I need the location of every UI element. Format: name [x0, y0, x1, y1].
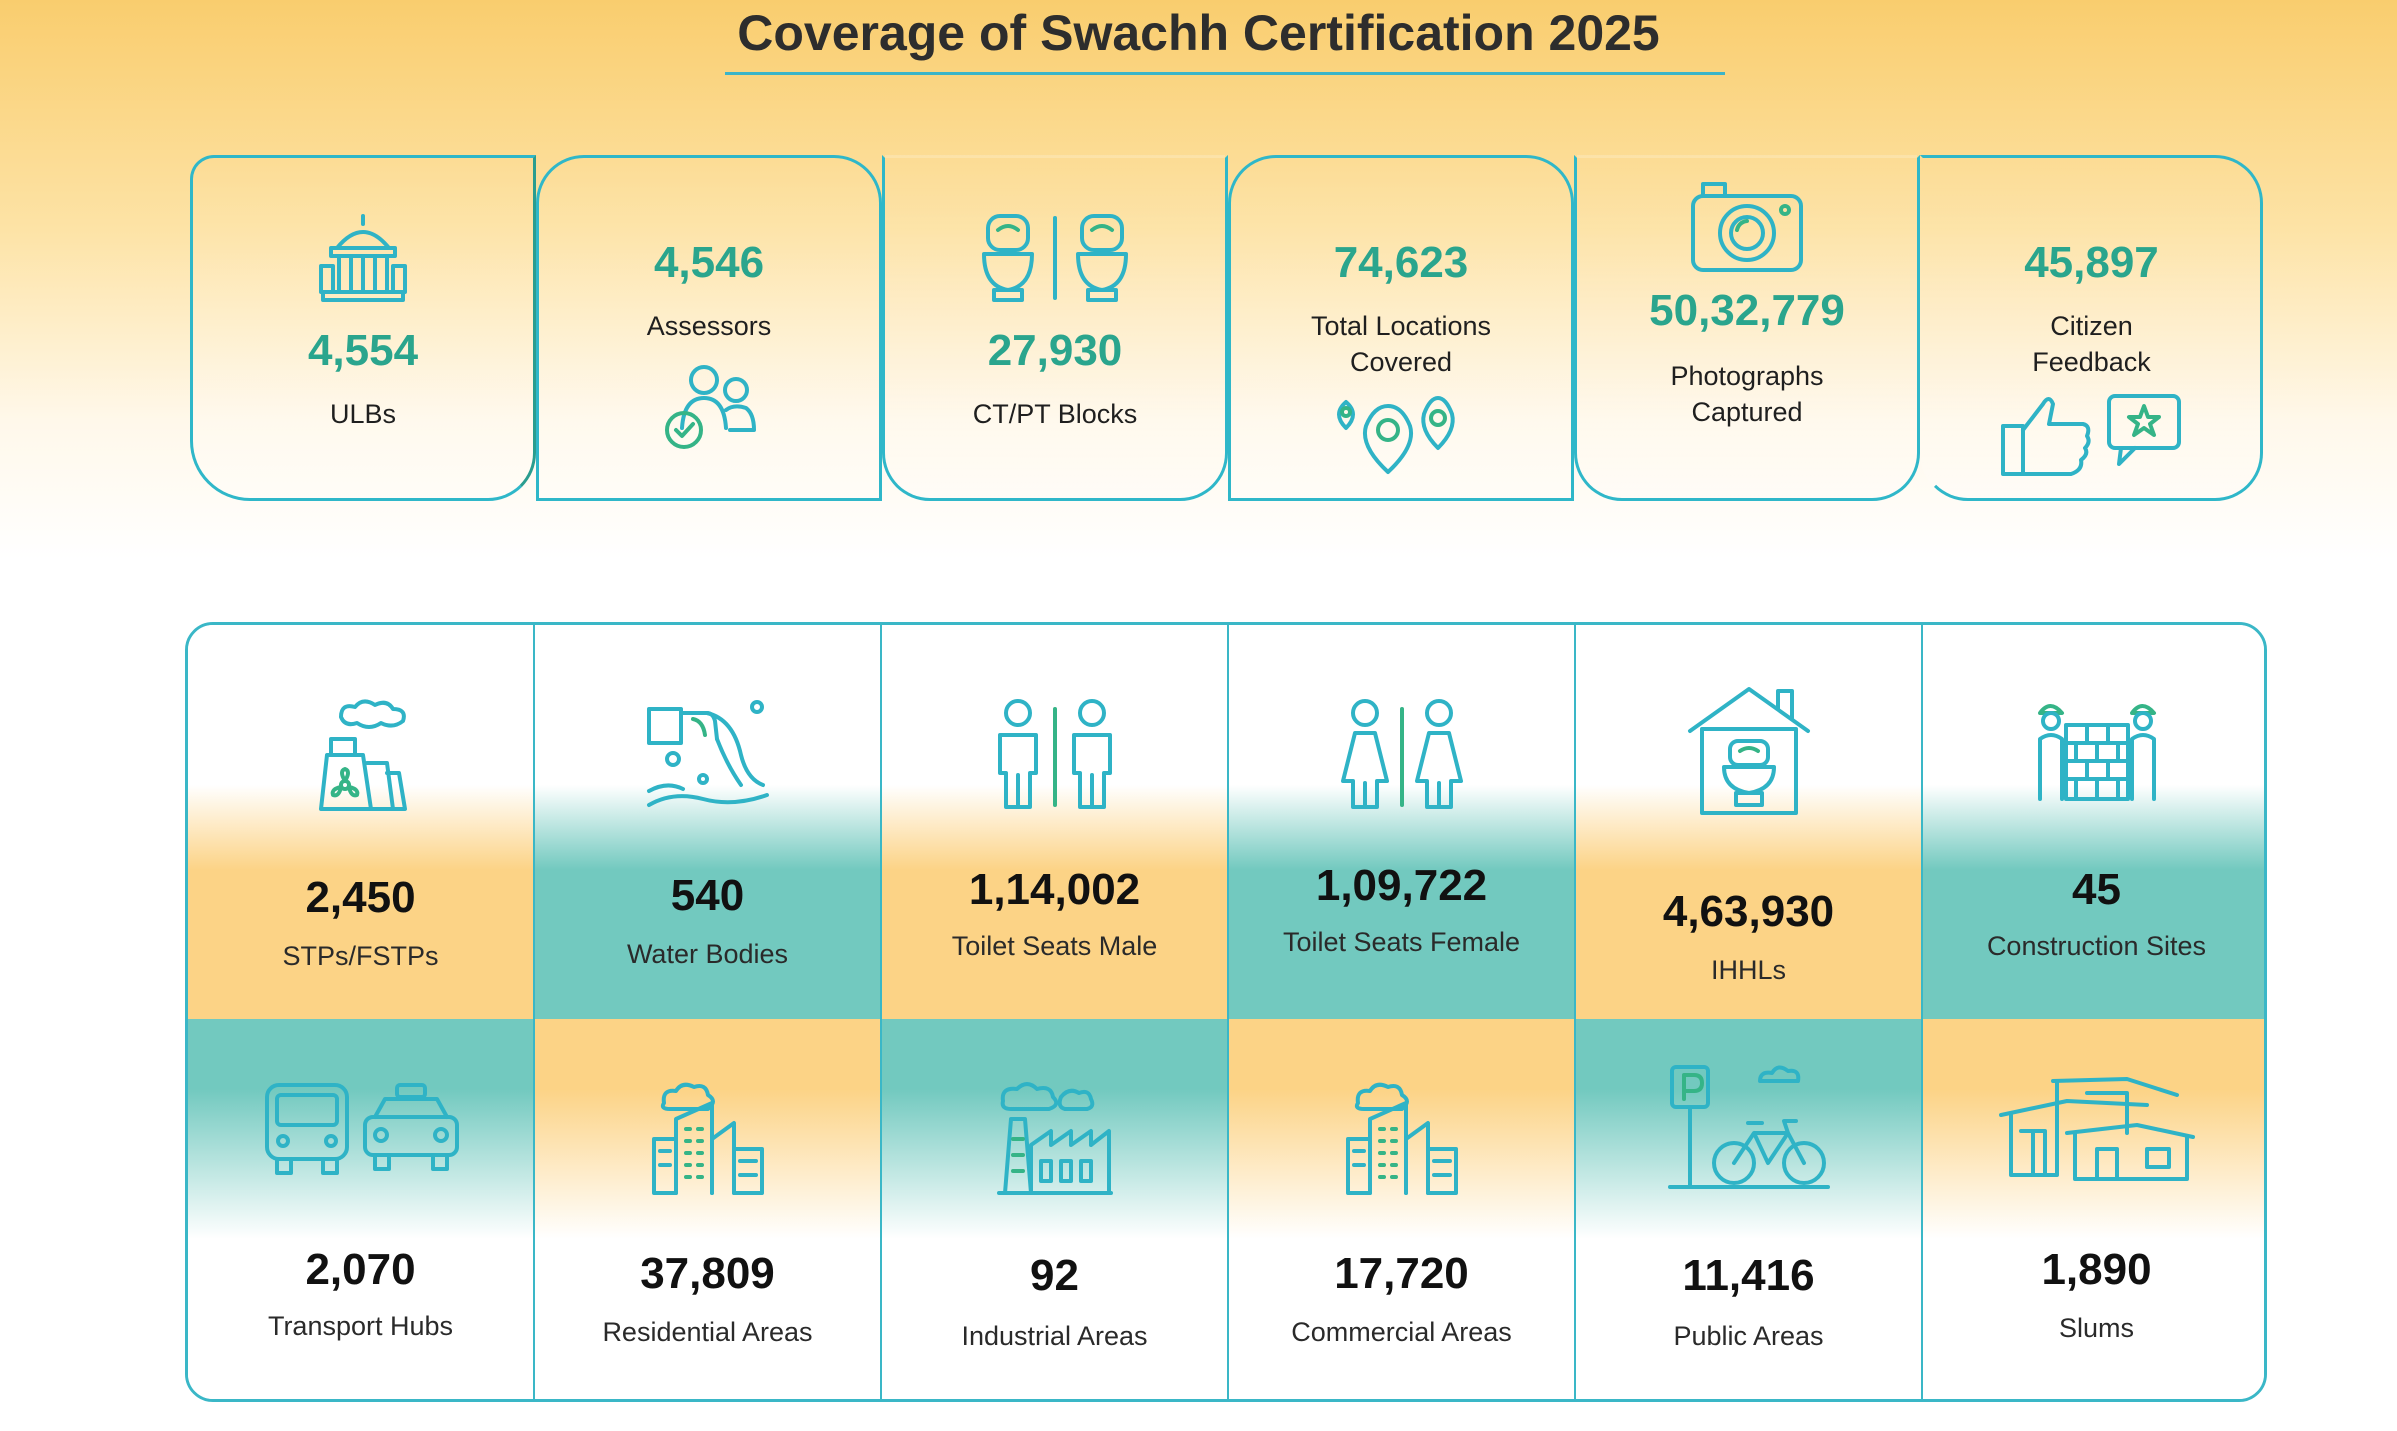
summary-card-ctpt: 27,930 CT/PT Blocks	[882, 155, 1228, 501]
female-toilet-icon	[1229, 695, 1574, 820]
grid-cell-residential: 37,809 Residential Areas	[535, 1019, 882, 1399]
grid-value: 37,809	[640, 1249, 775, 1298]
grid-cell-construction: 45 Construction Sites	[1923, 625, 2264, 1019]
grid-value: 4,63,930	[1662, 887, 1835, 936]
grid-value: 2,450	[305, 873, 416, 922]
summary-value: 74,623	[1333, 238, 1469, 287]
grid-value: 2,070	[305, 1245, 416, 1294]
grid-label: Commercial Areas	[1291, 1317, 1512, 1347]
summary-label: Citizen Feedback	[2032, 311, 2151, 377]
summary-card-locations: 74,623 Total Locations Covered	[1228, 155, 1574, 501]
summary-label: Photographs Captured	[1670, 361, 1824, 427]
grid-cell-ihhls: 4,63,930 IHHLs	[1576, 625, 1923, 1019]
grid-label: STPs/FSTPs	[282, 941, 439, 971]
summary-card-feedback: 45,897 Citizen Feedback	[1920, 155, 2263, 501]
grid-cell-stps: 2,450 STPs/FSTPs	[188, 625, 535, 1019]
summary-label: ULBs	[329, 399, 397, 429]
category-grid: 2,450 STPs/FSTPs 540 Water Bodies	[185, 622, 2267, 1402]
grid-cell-toilet-female: 1,09,722 Toilet Seats Female	[1229, 625, 1576, 1019]
grid-value: 540	[670, 871, 745, 920]
summary-value: 4,554	[307, 326, 419, 375]
grid-label: Toilet Seats Male	[951, 931, 1158, 961]
government-building-icon	[193, 208, 533, 313]
grid-label: Slums	[2058, 1313, 2134, 1343]
grid-cell-water-bodies: 540 Water Bodies	[535, 625, 882, 1019]
thumbs-up-feedback-icon	[1923, 390, 2260, 485]
location-pins-icon	[1231, 388, 1571, 483]
assessors-group-icon	[539, 358, 879, 463]
factory-icon	[882, 1079, 1227, 1204]
summary-label: Total Locations Covered	[1310, 311, 1492, 377]
grid-label: Water Bodies	[626, 939, 789, 969]
grid-label: Public Areas	[1673, 1321, 1824, 1351]
grid-cell-industrial: 92 Industrial Areas	[882, 1019, 1229, 1399]
construction-workers-icon	[1923, 695, 2264, 810]
toilets-icon	[885, 208, 1225, 313]
grid-value: 1,09,722	[1315, 861, 1488, 910]
grid-value: 17,720	[1334, 1249, 1469, 1298]
residential-buildings-icon	[535, 1079, 880, 1204]
grid-cell-public: 11,416 Public Areas	[1576, 1019, 1923, 1399]
grid-value: 92	[1030, 1251, 1079, 1300]
grid-label: Toilet Seats Female	[1282, 927, 1521, 957]
grid-cell-transport: 2,070 Transport Hubs	[188, 1019, 535, 1399]
grid-cell-commercial: 17,720 Commercial Areas	[1229, 1019, 1576, 1399]
page-title: Coverage of Swachh Certification 2025	[737, 5, 1660, 61]
summary-value: 27,930	[987, 326, 1123, 375]
grid-label: IHHLs	[1710, 955, 1786, 985]
summary-label: Assessors	[646, 311, 772, 341]
camera-icon	[1577, 178, 1917, 283]
treatment-plant-icon	[188, 695, 533, 820]
parking-bicycle-icon	[1576, 1059, 1921, 1204]
summary-card-ulbs: 4,554 ULBs	[190, 155, 536, 501]
grid-cell-slums: 1,890 Slums	[1923, 1019, 2264, 1399]
summary-label: CT/PT Blocks	[972, 399, 1138, 429]
grid-label: Construction Sites	[1986, 931, 2207, 961]
summary-value: 45,897	[2024, 238, 2159, 287]
slum-houses-icon	[1923, 1075, 2264, 1190]
household-toilet-icon	[1576, 681, 1921, 826]
grid-label: Residential Areas	[602, 1317, 813, 1347]
bus-taxi-icon	[188, 1079, 533, 1184]
grid-value: 1,890	[2041, 1245, 2152, 1294]
summary-card-assessors: 4,546 Assessors	[536, 155, 882, 501]
summary-value: 4,546	[653, 238, 765, 287]
commercial-buildings-icon	[1229, 1079, 1574, 1204]
summary-card-photographs: 50,32,779 Photographs Captured	[1574, 155, 1920, 501]
grid-cell-toilet-male: 1,14,002 Toilet Seats Male	[882, 625, 1229, 1019]
grid-label: Industrial Areas	[961, 1321, 1148, 1351]
grid-value: 1,14,002	[968, 865, 1141, 914]
grid-label: Transport Hubs	[267, 1311, 454, 1341]
water-outflow-icon	[535, 695, 880, 820]
grid-value: 11,416	[1682, 1251, 1815, 1300]
male-toilet-icon	[882, 695, 1227, 820]
title-underline	[725, 72, 1725, 75]
grid-value: 45	[2072, 865, 2121, 914]
summary-value: 50,32,779	[1649, 286, 1845, 335]
